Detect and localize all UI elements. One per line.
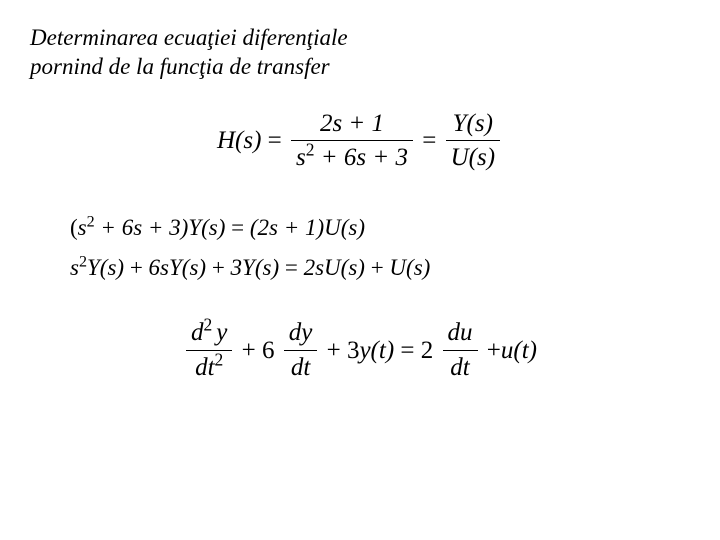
equals-2: = — [422, 127, 436, 155]
eq4-plus3: + — [487, 337, 501, 365]
eq3-t3: 3Y(s) — [231, 255, 280, 280]
eq2-lparen: ( — [70, 215, 78, 240]
eq1-lhs: H(s) — [217, 127, 261, 155]
eq1-f2-num: Y(s) — [446, 110, 500, 142]
eq4-f3-den: dt — [443, 351, 478, 383]
eq3-t2: 6sY(s) — [149, 255, 207, 280]
eq1-f1-den-s: s — [296, 144, 306, 171]
eq3-plus2: + — [206, 255, 230, 280]
eq4-frac-2: dy dt — [284, 319, 318, 383]
eq4-plus1: + 6 — [242, 337, 275, 365]
eq1-fraction-2: Y(s) U(s) — [446, 110, 500, 174]
eq4-f2-den: dt — [284, 351, 318, 383]
eq4-plus2: + 3 — [327, 337, 360, 365]
eq3-plus1: + — [124, 255, 148, 280]
eq4-f3-num: du — [443, 319, 478, 351]
eq3-t1b: Y(s) — [87, 255, 124, 280]
eq4-f1-den-exp: 2 — [215, 349, 224, 369]
eq3-t4: 2sU(s) — [304, 255, 365, 280]
eq4-f2-num: dy — [284, 319, 318, 351]
eq2-eq: = — [225, 215, 249, 240]
equation-transfer-function: H(s) = 2s + 1 s2 + 6s + 3 = Y(s) U(s) — [30, 110, 690, 174]
eq4-f1-num-y: y — [216, 319, 227, 346]
eq2-s: s — [78, 215, 87, 240]
eq1-f1-den: s2 + 6s + 3 — [291, 141, 413, 173]
eq3-t1a: s — [70, 255, 79, 280]
eq2-rhs: (2s + 1)U(s) — [250, 215, 365, 240]
eq1-f2-den: U(s) — [446, 141, 500, 173]
eq4-f1-num: d2y — [186, 319, 232, 351]
equals-1: = — [268, 127, 282, 155]
eq4-ut: u(t) — [501, 337, 537, 365]
eq3-t5: U(s) — [389, 255, 430, 280]
eq4-f1-num-exp: 2 — [204, 315, 213, 335]
page-title: Determinarea ecuaţiei diferenţiale porni… — [30, 24, 690, 82]
eq4-yt: y(t) — [359, 337, 394, 365]
eq1-fraction-1: 2s + 1 s2 + 6s + 3 — [291, 110, 413, 174]
equation-factored: (s2 + 6s + 3)Y(s) = (2s + 1)U(s) — [70, 215, 690, 241]
eq3-plus3: + — [365, 255, 389, 280]
equation-differential: d2y dt2 + 6 dy dt + 3y(t) = 2 du dt + u(… — [30, 319, 690, 383]
eq4-f1-num-d: d — [191, 319, 204, 346]
title-line-2: pornind de la funcţia de transfer — [30, 54, 330, 79]
slide: Determinarea ecuaţiei diferenţiale porni… — [0, 0, 720, 540]
equation-expanded: s2Y(s) + 6sY(s) + 3Y(s) = 2sU(s) + U(s) — [70, 255, 690, 281]
eq4-eq: = 2 — [400, 337, 433, 365]
eq4-frac-3: du dt — [443, 319, 478, 383]
eq3-eq: = — [279, 255, 303, 280]
eq4-frac-1: d2y dt2 — [186, 319, 232, 383]
eq4-f1-den-dt: dt — [195, 354, 214, 381]
eq1-f1-den-exp: 2 — [306, 140, 315, 160]
eq4-f1-den: dt2 — [186, 351, 232, 383]
eq1-f1-num: 2s + 1 — [291, 110, 413, 142]
eq2-rest: + 6s + 3)Y(s) — [95, 215, 226, 240]
eq2-exp: 2 — [87, 213, 95, 230]
eq1-f1-den-rest: + 6s + 3 — [315, 144, 408, 171]
title-line-1: Determinarea ecuaţiei diferenţiale — [30, 25, 348, 50]
eq3-t1exp: 2 — [79, 253, 87, 270]
